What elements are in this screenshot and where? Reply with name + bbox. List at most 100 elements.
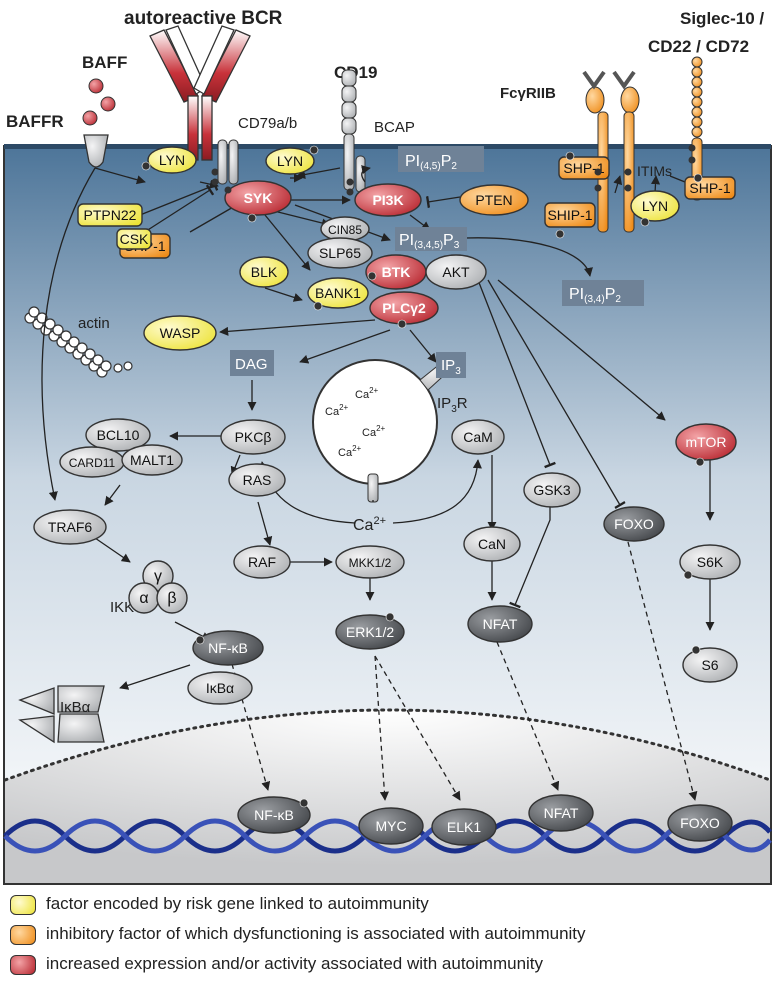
protein-nodes: LYNLYNLYNSYKPI3KPTENSHP-1SHP-1SHP-1SHIP-… (33, 144, 741, 846)
phosphate-marker (367, 271, 377, 281)
node-label-nfkb: NF-κB (208, 640, 248, 656)
node-label-akt: AKT (442, 264, 470, 280)
lipid-pi45p2: PI(4,5)P2 (398, 146, 484, 172)
node-label-pi3k: PI3K (372, 192, 403, 208)
legend-item-yellow: factor encoded by risk gene linked to au… (8, 892, 768, 918)
node-traf6: TRAF6 (33, 509, 107, 545)
baffr-receptor (83, 134, 109, 168)
node-mkk: MKK1/2 (335, 545, 405, 579)
phosphate-marker (313, 301, 323, 311)
node-label-pkcb: PKCβ (235, 429, 272, 445)
baff-ligand (88, 78, 104, 94)
node-nuc-nfat: NFAT (528, 794, 594, 832)
node-label-ikk-b: β (167, 590, 176, 607)
legend-item-red: increased expression and/or activity ass… (8, 952, 768, 978)
bcap-label: BCAP (374, 119, 415, 136)
cd79b-chain (228, 139, 239, 185)
node-pkcb: PKCβ (220, 419, 286, 455)
baff-ligand (100, 96, 116, 112)
node-pi3k: PI3K (354, 183, 422, 217)
messenger-dag: DAG (230, 350, 274, 376)
svg-text:DAG: DAG (235, 356, 268, 373)
node-bank1: BANK1 (307, 277, 369, 311)
lipid-pi345p3: PI(3,4,5)P3 (395, 227, 467, 251)
lipid-pi34p2: PI(3,4)P2 (562, 280, 644, 306)
phosphate-marker (683, 570, 693, 580)
node-bcl10: BCL10 (85, 418, 151, 452)
node-label-gsk3: GSK3 (533, 482, 571, 498)
node-nuc-elk1: ELK1 (431, 808, 497, 846)
node-label-plcg2: PLCγ2 (382, 300, 426, 316)
phosphate-marker (555, 229, 565, 239)
calcium-channel (367, 473, 379, 503)
svg-text:PI(3,4)P2: PI(3,4)P2 (569, 286, 621, 305)
legend-text-yellow: factor encoded by risk gene linked to au… (46, 894, 429, 913)
svg-text:IP3: IP3 (441, 357, 461, 377)
node-nfkb: NF-κB (192, 630, 264, 666)
actin-filament (24, 306, 133, 378)
node-label-wasp: WASP (160, 325, 201, 341)
node-label-ship1: SHIP-1 (547, 207, 592, 223)
node-slp65: SLP65 (307, 237, 373, 269)
node-label-cam: CaM (463, 429, 493, 445)
node-label-card11: CARD11 (69, 456, 116, 470)
legend-text-orange: inhibitory factor of which dysfunctionin… (46, 924, 586, 943)
node-wasp: WASP (143, 315, 217, 351)
itam-phosphate (594, 168, 602, 176)
node-label-slp65: SLP65 (319, 245, 361, 261)
node-label-bcl10: BCL10 (97, 427, 140, 443)
itam-phosphate (224, 186, 232, 194)
node-shp1-b: SHP-1 (684, 173, 736, 200)
node-label-ras: RAS (243, 472, 272, 488)
node-label-lyn3: LYN (642, 198, 668, 214)
node-gsk3: GSK3 (523, 472, 581, 508)
legend-swatch-red (10, 955, 36, 975)
phosphate-marker (385, 612, 395, 622)
plasma-membrane (4, 144, 771, 149)
node-label-ikba: IκBα (206, 680, 234, 696)
node-ikk-b: β (156, 582, 188, 614)
node-label-pten: PTEN (475, 192, 512, 208)
node-card11: CARD11 (59, 446, 125, 478)
phosphate-marker (141, 161, 151, 171)
node-ship1: SHIP-1 (544, 202, 596, 239)
cd79-label: CD79a/b (238, 115, 297, 132)
node-label-erk: ERK1/2 (346, 624, 394, 640)
node-label-lyn2: LYN (277, 153, 303, 169)
calcium-label: Ca2+ (353, 515, 386, 534)
node-label-bank1: BANK1 (315, 285, 361, 301)
node-label-raf: RAF (248, 554, 276, 570)
phosphate-marker (693, 173, 703, 183)
node-label-btk: BTK (382, 264, 411, 280)
baff-ligand (82, 110, 98, 126)
node-label-syk: SYK (244, 190, 273, 206)
siglec-label-1: Siglec-10 / (680, 9, 764, 28)
node-s6k: S6K (679, 544, 741, 580)
phosphate-marker (309, 145, 319, 155)
node-nfat: NFAT (467, 605, 533, 643)
node-nuc-nfkb: NF-κB (237, 796, 311, 834)
node-pten: PTEN (459, 184, 529, 216)
dna-strand-b (3, 818, 772, 854)
node-plcg2: PLCγ2 (369, 291, 439, 329)
node-nuc-myc: MYC (358, 807, 424, 845)
svg-text:PI(3,4,5)P3: PI(3,4,5)P3 (399, 232, 460, 251)
node-blk: BLK (239, 256, 289, 288)
node-label-nuc-nfkb: NF-κB (254, 807, 294, 823)
node-label-mkk: MKK1/2 (349, 556, 392, 570)
itam-phosphate (594, 184, 602, 192)
phosphate-marker (565, 151, 575, 161)
er-calcium-ions: Ca2+ Ca2+ Ca2+ Ca2+ (325, 386, 386, 459)
node-lyn3: LYN (630, 190, 680, 227)
itims-label: ITIMs (637, 163, 672, 179)
ikk-label: IKK (110, 599, 134, 616)
baff-label: BAFF (82, 53, 127, 72)
node-label-s6: S6 (701, 657, 718, 673)
node-can: CaN (463, 526, 521, 562)
bcr-receptor (149, 25, 251, 161)
fcgr-label: FcγRIIB (500, 85, 556, 102)
svg-text:PI(4,5)P2: PI(4,5)P2 (405, 153, 457, 172)
node-label-csk: CSK (120, 231, 149, 247)
legend-item-orange: inhibitory factor of which dysfunctionin… (8, 922, 768, 948)
ip3r-label: IP3R (437, 395, 468, 415)
